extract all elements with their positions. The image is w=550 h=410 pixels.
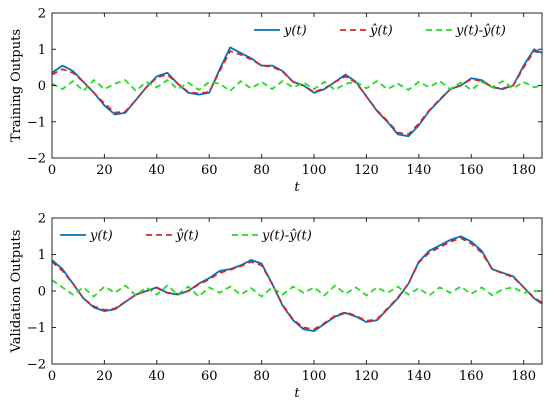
x-tick-label: 100 — [302, 163, 327, 178]
y-tick-label: −1 — [27, 321, 46, 336]
x-tick-label: 160 — [459, 163, 484, 178]
series-line-2 — [51, 237, 543, 331]
x-tick-label: 60 — [201, 163, 218, 178]
x-tick-label: 60 — [201, 369, 218, 384]
x-tick-label: 0 — [48, 369, 56, 384]
x-tick-label: 0 — [48, 163, 56, 178]
x-tick-label: 20 — [96, 163, 113, 178]
y-tick-label: 1 — [38, 43, 46, 58]
x-tick-label: 180 — [511, 163, 536, 178]
series-line-3 — [51, 279, 542, 298]
y-axis-label: Training Outputs — [9, 29, 24, 142]
legend-label-3: y(t)-ŷ(t) — [261, 229, 312, 244]
x-tick-label: 80 — [253, 163, 270, 178]
x-axis-label: t — [294, 180, 300, 195]
x-tick-label: 40 — [149, 369, 166, 384]
legend: y(t) ŷ(t) y(t)-ŷ(t) — [60, 229, 312, 244]
x-tick-label: 100 — [302, 369, 327, 384]
series-line-1 — [51, 235, 543, 333]
legend-label-2: ŷ(t) — [369, 24, 393, 39]
y-tick-label: 0 — [38, 285, 46, 300]
x-tick-label: 140 — [406, 163, 431, 178]
y-tick-label: 1 — [38, 248, 46, 263]
x-tick-label: 40 — [149, 163, 166, 178]
legend-label-1: y(t) — [89, 229, 113, 244]
x-tick-label: 120 — [354, 369, 379, 384]
x-tick-label: 120 — [354, 163, 379, 178]
legend-label-2: ŷ(t) — [175, 229, 199, 244]
x-tick-label: 180 — [511, 369, 536, 384]
legend: y(t) ŷ(t) y(t)-ŷ(t) — [254, 24, 506, 39]
y-tick-label: −2 — [27, 152, 46, 167]
x-tick-label: 20 — [96, 369, 113, 384]
y-tick-label: 2 — [38, 7, 46, 22]
series-line-2 — [51, 50, 543, 136]
x-axis-label: t — [294, 386, 300, 401]
series-line-3 — [51, 79, 543, 92]
x-tick-label: 80 — [253, 369, 270, 384]
legend-label-3: y(t)-ŷ(t) — [455, 24, 506, 39]
y-tick-label: −2 — [27, 358, 46, 373]
series-line-1 — [51, 46, 543, 138]
x-tick-label: 140 — [406, 369, 431, 384]
y-tick-label: −1 — [27, 115, 46, 130]
chart-2: 0 20 40 60 80 100 120 140 160 180 −2 −1 0 1 2 t Validati… — [9, 212, 543, 401]
chart-1: 0 20 40 60 80 100 120 140 160 180 −2 −1 0 1 2 t Training… — [9, 7, 543, 195]
y-axis-label: Validation Outputs — [9, 230, 24, 354]
y-tick-label: 0 — [38, 79, 46, 94]
y-tick-label: 2 — [38, 212, 46, 227]
x-tick-label: 160 — [459, 369, 484, 384]
legend-label-1: y(t) — [283, 24, 307, 39]
